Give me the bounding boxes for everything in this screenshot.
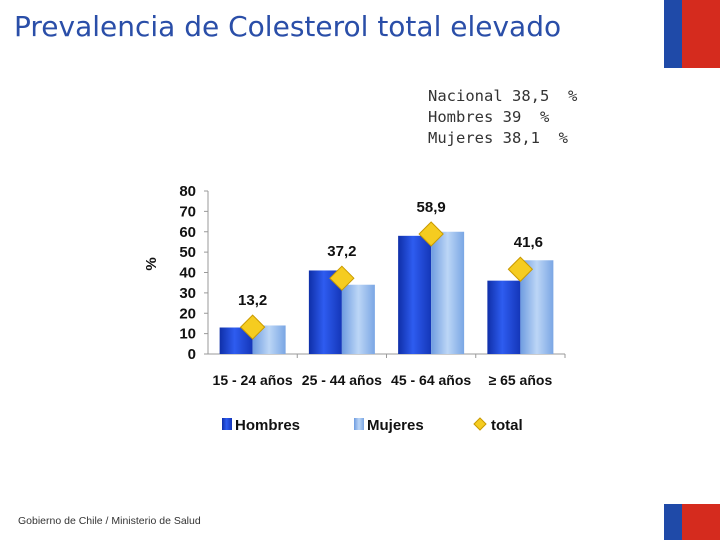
total-marker: [507, 256, 534, 282]
legend-swatch-hombres: [222, 418, 232, 430]
chile-flag-top: [664, 0, 720, 68]
page-title: Prevalencia de Colesterol total elevado: [14, 10, 562, 43]
flag-red-stripe: [682, 0, 720, 68]
stat-hombres: Hombres 39 %: [428, 108, 550, 126]
total-data-label: 41,6: [514, 234, 543, 251]
chile-flag-bottom: [664, 504, 720, 540]
total-marker: [239, 314, 266, 340]
x-category-label: 45 - 64 años: [391, 372, 471, 388]
summary-stats: Nacional 38,5 % Hombres 39 % Mujeres 38,…: [428, 86, 577, 149]
y-tick-label: 20: [179, 305, 196, 322]
total-data-label: 13,2: [238, 292, 267, 309]
legend-label-hombres: Hombres: [235, 417, 300, 434]
total-marker: [329, 265, 355, 291]
flag-blue-stripe: [664, 0, 682, 68]
y-tick-label: 70: [179, 203, 196, 220]
y-tick-label: 0: [188, 346, 196, 363]
y-tick-label: 10: [179, 326, 196, 343]
x-category-label: 25 - 44 años: [302, 372, 382, 388]
bar-mujeres: [341, 284, 375, 354]
total-marker: [418, 221, 444, 247]
y-tick-label: 50: [179, 244, 196, 261]
stat-mujeres: Mujeres 38,1 %: [428, 129, 568, 147]
legend-swatch-mujeres: [354, 418, 364, 430]
legend-label-total: total: [491, 417, 523, 434]
y-tick-label: 30: [179, 285, 196, 302]
bar-mujeres: [431, 231, 465, 354]
total-data-label: 58,9: [417, 199, 446, 216]
total-data-label: 37,2: [327, 243, 356, 260]
bar-hombres: [487, 280, 521, 354]
y-tick-label: 80: [179, 183, 196, 200]
x-category-label: 15 - 24 años: [213, 372, 293, 388]
y-tick-label: 40: [179, 265, 196, 282]
y-tick-label: 60: [179, 224, 196, 241]
flag-blue-stripe: [664, 504, 682, 540]
footer-credit: Gobierno de Chile / Ministerio de Salud: [18, 515, 201, 527]
y-axis-label: %: [143, 257, 160, 270]
x-category-label: ≥ 65 años: [489, 372, 553, 388]
stat-nacional: Nacional 38,5 %: [428, 87, 578, 105]
flag-red-stripe: [682, 504, 720, 540]
bar-hombres: [398, 235, 432, 354]
legend-marker-total: [473, 417, 487, 431]
legend-label-mujeres: Mujeres: [367, 417, 424, 434]
